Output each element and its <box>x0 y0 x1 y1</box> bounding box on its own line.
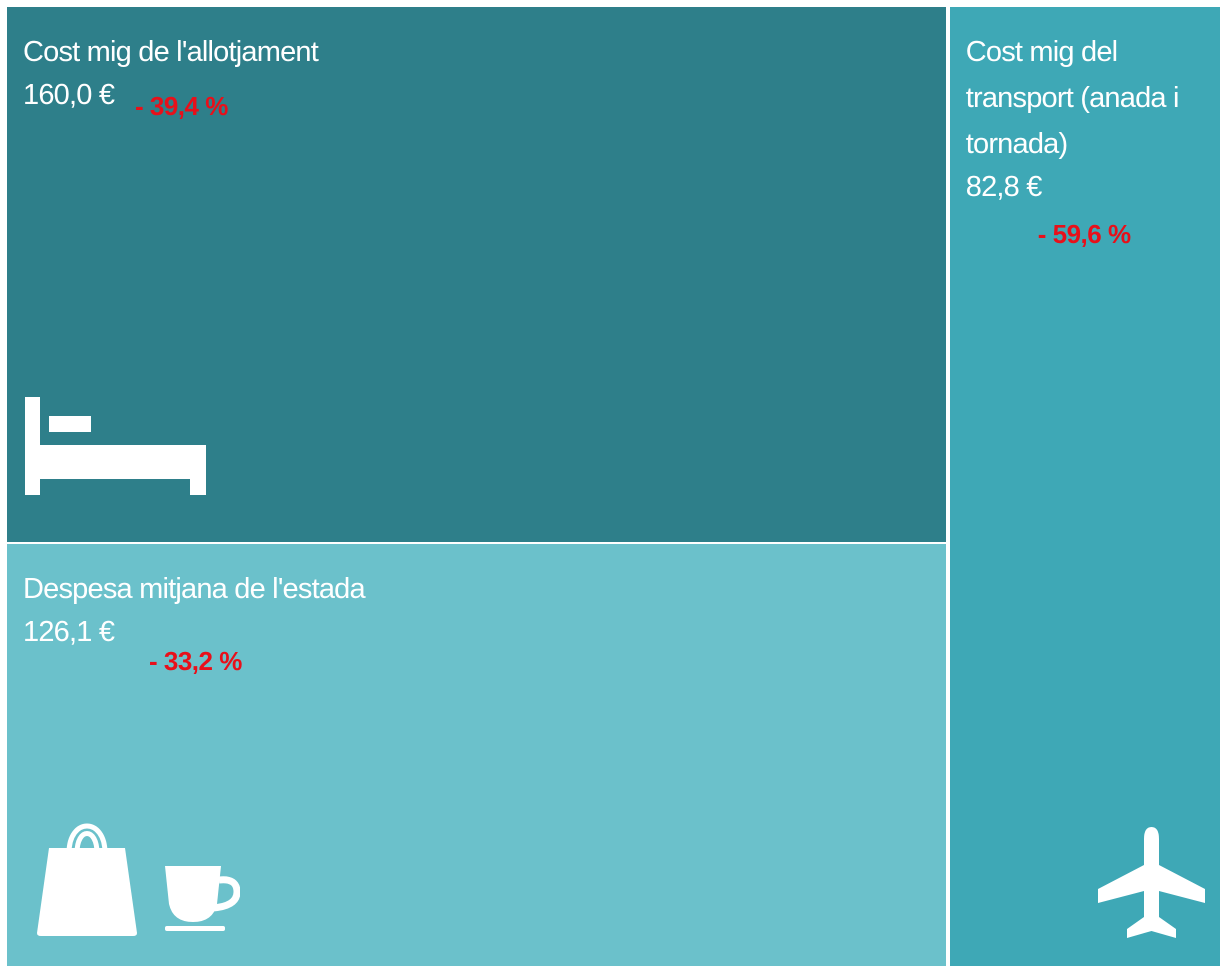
tile-title: Despesa mitjana de l'estada <box>23 573 366 606</box>
tile-title: Cost mig de l'allotjament <box>23 36 319 68</box>
bag-icon <box>37 823 137 936</box>
tile-title: Cost mig del transport (anada i tornada) <box>965 36 1180 160</box>
cup-icon <box>165 866 240 931</box>
tile-value: 126,1 € <box>23 616 115 649</box>
tile: Despesa mitjana de l'estada 126,1 € - 33,2… <box>7 544 946 966</box>
tile-value: 160,0 € <box>23 79 115 111</box>
change-label: - 39,4 % <box>135 91 228 121</box>
change-label: - 33,2 % <box>149 646 242 677</box>
change-label: - 59,6 % <box>1037 219 1131 249</box>
tile-value: 82,8 € <box>965 171 1043 203</box>
plane-icon <box>1098 827 1205 938</box>
bed-icon <box>25 397 206 495</box>
tile: Cost mig del transport (anada i tornada)… <box>949 7 1220 966</box>
